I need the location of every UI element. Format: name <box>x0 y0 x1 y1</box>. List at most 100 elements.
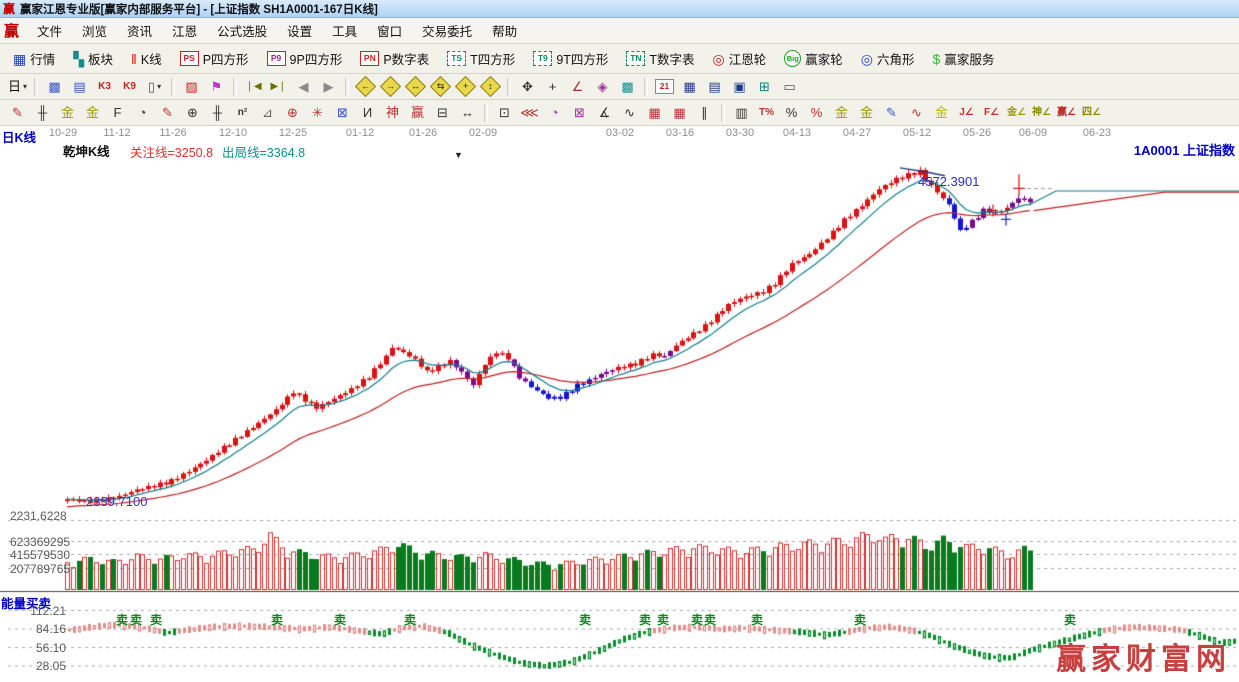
ruler-grid-button[interactable]: ⊟ <box>430 102 455 124</box>
t-square-button[interactable]: TS T四方形 <box>439 46 523 71</box>
period-label[interactable]: 日K线 <box>2 131 37 145</box>
price-chart-canvas[interactable] <box>0 126 1239 682</box>
percent-levels-button[interactable]: % <box>804 102 829 124</box>
f-angle-button[interactable]: F∠ <box>979 102 1004 124</box>
shen-grid-button[interactable]: 神 <box>380 102 405 124</box>
crosshair-button[interactable]: + <box>540 76 565 98</box>
network-button[interactable]: ⊞ <box>752 76 777 98</box>
wave-mark-button[interactable]: И <box>355 102 380 124</box>
shift-right-button[interactable]: → <box>378 75 403 98</box>
calculator-button[interactable]: ▦ <box>677 76 702 98</box>
win-angle-button[interactable]: 赢∠ <box>1054 102 1079 124</box>
n-square-button[interactable]: n² <box>230 102 255 124</box>
cycle-circle-button[interactable]: ⊕ <box>180 102 205 124</box>
compress-h-button[interactable]: ⇆ <box>428 75 453 98</box>
menu-item-formula-pick[interactable]: 公式选股 <box>217 25 268 39</box>
angle-measure-button[interactable]: ∠ <box>565 76 590 98</box>
nav-prev-button[interactable]: ◀ <box>291 76 316 98</box>
hand-pan-button[interactable]: ✥ <box>515 76 540 98</box>
shen-angle-button[interactable]: 神∠ <box>1029 102 1054 124</box>
p-number-table-button[interactable]: PN P数字表 <box>352 46 437 71</box>
pattern-brain-button[interactable]: ▩ <box>615 76 640 98</box>
indicator-name-label[interactable]: 乾坤K线 <box>63 145 110 159</box>
printer-button[interactable]: ▭ <box>777 76 802 98</box>
kline-button[interactable]: ‖ K线 <box>123 46 170 71</box>
menu-item-browse[interactable]: 浏览 <box>82 25 108 39</box>
j-angle-button[interactable]: J∠ <box>954 102 979 124</box>
menu-item-window[interactable]: 窗口 <box>377 25 403 39</box>
red-grid-button[interactable]: ▦ <box>642 102 667 124</box>
kline-9-button[interactable]: K9 <box>117 76 142 98</box>
f-comb-button[interactable]: F <box>105 102 130 124</box>
win-grid-button[interactable]: 赢 <box>405 102 430 124</box>
marker-vial-button[interactable]: ▯ ▾ <box>142 76 167 98</box>
four-angle-button[interactable]: 四∠ <box>1079 102 1104 124</box>
gold-levels-button[interactable]: 金 <box>854 102 879 124</box>
menu-item-file[interactable]: 文件 <box>37 25 63 39</box>
spiral-tool-button[interactable]: ◔ <box>130 102 155 124</box>
blue-pen-button[interactable]: ✎ <box>879 102 904 124</box>
save-button[interactable]: ▣ <box>727 76 752 98</box>
sort-flag-button[interactable]: ⚑ <box>204 76 229 98</box>
fit-all-button[interactable]: ↕ <box>478 75 503 98</box>
nav-first-button[interactable]: ❘◀ <box>241 76 266 98</box>
shift-left-button[interactable]: ← <box>353 75 378 98</box>
fan-lines-button[interactable]: ⋘ <box>517 102 542 124</box>
angle-rays-button[interactable]: ∡ <box>592 102 617 124</box>
angle-mirror-button[interactable]: ⊿ <box>255 102 280 124</box>
p-square-button[interactable]: PS P四方形 <box>172 46 257 71</box>
menu-item-tools[interactable]: 工具 <box>332 25 358 39</box>
sectors-button[interactable]: ▚ 板块 <box>65 46 121 71</box>
menu-item-gann[interactable]: 江恩 <box>172 25 198 39</box>
gann-shape-button[interactable]: ◈ <box>590 76 615 98</box>
gold-angle-button[interactable]: 金∠ <box>1004 102 1029 124</box>
title-bar[interactable]: 赢 赢家江恩专业版[赢家内部服务平台] - [上证指数 SH1A0001-167… <box>0 0 1239 18</box>
calendar-button[interactable]: 21 <box>652 76 677 98</box>
zigzag-button[interactable]: ∿ <box>617 102 642 124</box>
window-pattern-button[interactable]: ▩ <box>42 76 67 98</box>
nav-next-button[interactable]: ▶ <box>316 76 341 98</box>
menu-item-help[interactable]: 帮助 <box>492 25 518 39</box>
gold-comb-button[interactable]: 金 <box>55 102 80 124</box>
red-grid2-button[interactable]: ▦ <box>667 102 692 124</box>
notebook-button[interactable]: ▤ <box>702 76 727 98</box>
9p-square-button[interactable]: P9 9P四方形 <box>259 46 351 71</box>
comb2-tool-button[interactable]: ╫ <box>205 102 230 124</box>
gold-levels2-button[interactable]: 金 <box>929 102 954 124</box>
expand-h-button[interactable]: ↔ <box>403 75 428 98</box>
pattern-select-button[interactable]: ▨ <box>179 76 204 98</box>
sub-panel-title[interactable]: 能量买卖 <box>1 597 52 611</box>
kline-3-button[interactable]: K3 <box>92 76 117 98</box>
menu-item-settings[interactable]: 设置 <box>287 25 313 39</box>
quotes-button[interactable]: ▦ 行情 <box>5 46 63 71</box>
zoom-all-button[interactable]: + <box>453 75 478 98</box>
gann-wheel-button[interactable]: ◎ 江恩轮 <box>705 46 775 71</box>
hexagon-button[interactable]: ◎ 六角形 <box>853 46 923 71</box>
period-day-select-button[interactable]: 日 ▾ <box>5 76 30 98</box>
info-note-button[interactable]: ▤ <box>67 76 92 98</box>
brush-tool-button[interactable]: ✎ <box>5 102 30 124</box>
price-pen-button[interactable]: ✎ <box>155 102 180 124</box>
chevron-down-icon[interactable]: ▼ <box>454 150 463 160</box>
arc-box-button[interactable]: ◔ <box>542 102 567 124</box>
winner-wheel-button[interactable]: Big 赢家轮 <box>776 46 851 71</box>
9t-square-button[interactable]: T9 9T四方形 <box>525 46 616 71</box>
gann-crosshair-button[interactable]: ⊕ <box>280 102 305 124</box>
menu-item-news[interactable]: 资讯 <box>127 25 153 39</box>
starburst-button[interactable]: ✳ <box>305 102 330 124</box>
nav-last-button[interactable]: ▶❘ <box>266 76 291 98</box>
comb-tool-button[interactable]: ╫ <box>30 102 55 124</box>
width-arrow-button[interactable]: ↔ <box>455 102 480 124</box>
t-number-table-button[interactable]: TN T数字表 <box>618 46 702 71</box>
gold-comb2-button[interactable]: 金 <box>80 102 105 124</box>
winner-service-button[interactable]: $ 赢家服务 <box>925 46 1003 71</box>
frame-tool-button[interactable]: ⊡ <box>492 102 517 124</box>
time-percent-button[interactable]: T% <box>754 102 779 124</box>
ray-box-button[interactable]: ⊠ <box>567 102 592 124</box>
wave-red-button[interactable]: ∿ <box>904 102 929 124</box>
box-star-button[interactable]: ⊠ <box>330 102 355 124</box>
gold-circle-button[interactable]: 金 <box>829 102 854 124</box>
menu-item-trade-orders[interactable]: 交易委托 <box>422 25 473 39</box>
gann-bars-button[interactable]: ▥ <box>729 102 754 124</box>
parallel-lines-button[interactable]: ∥ <box>692 102 717 124</box>
